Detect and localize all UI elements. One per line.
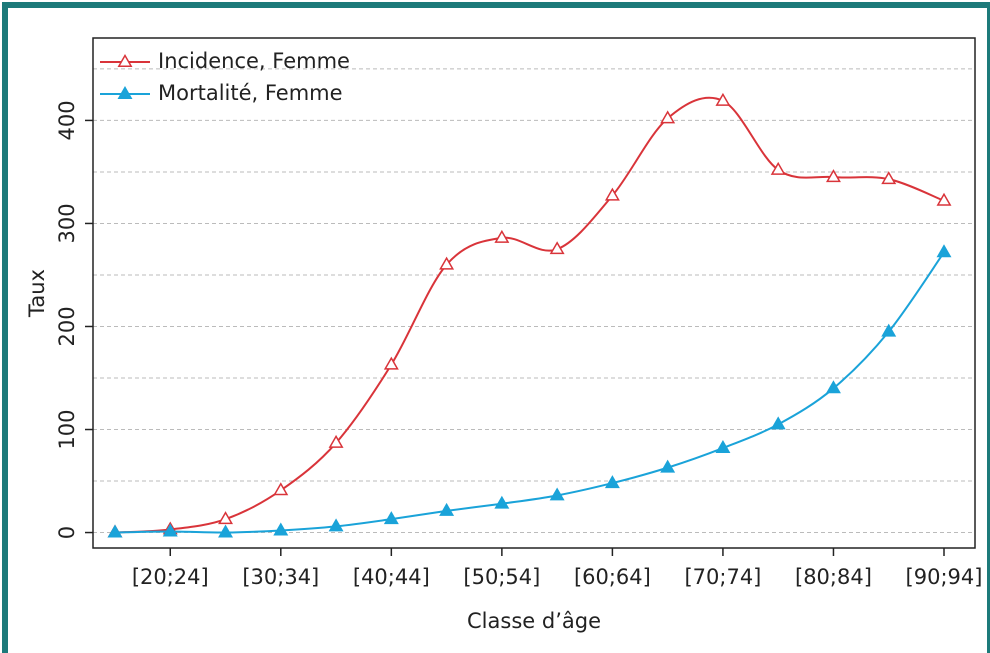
- marker: [218, 511, 234, 525]
- marker: [439, 502, 455, 516]
- marker: [383, 511, 399, 525]
- marker: [881, 323, 897, 337]
- legend-label: Mortalité, Femme: [158, 81, 343, 105]
- x-tick-label: [50;54]: [463, 565, 540, 589]
- y-tick-label: 400: [55, 100, 79, 140]
- marker: [162, 523, 178, 537]
- legend-label: Incidence, Femme: [158, 49, 350, 73]
- marker: [881, 171, 897, 185]
- marker: [825, 380, 841, 394]
- marker: [770, 161, 786, 175]
- plot-area: [92, 37, 976, 549]
- marker: [660, 110, 676, 124]
- marker: [825, 169, 841, 183]
- x-tick-label: [40;44]: [353, 565, 430, 589]
- y-axis-label: Taux: [25, 269, 49, 318]
- y-tick-label: 0: [55, 526, 79, 539]
- marker: [770, 416, 786, 430]
- x-tick-label: [20;24]: [132, 565, 209, 589]
- x-axis-label: Classe d’âge: [467, 609, 601, 633]
- x-tick-label: [70;74]: [684, 565, 761, 589]
- marker: [936, 244, 952, 258]
- marker: [604, 187, 620, 201]
- marker: [218, 524, 234, 538]
- marker: [604, 475, 620, 489]
- marker: [549, 241, 565, 255]
- marker: [660, 459, 676, 473]
- legend-marker: [117, 85, 133, 99]
- legend-marker: [117, 53, 133, 67]
- marker: [328, 434, 344, 448]
- marker: [328, 518, 344, 532]
- marker: [715, 92, 731, 106]
- marker: [494, 229, 510, 243]
- x-tick-label: [60;64]: [574, 565, 651, 589]
- series-line: [114, 251, 945, 534]
- marker: [549, 487, 565, 501]
- y-tick-label: 300: [55, 203, 79, 243]
- series-line: [114, 96, 945, 534]
- marker: [383, 356, 399, 370]
- marker: [936, 192, 952, 206]
- marker: [715, 440, 731, 454]
- x-tick-label: [80;84]: [795, 565, 872, 589]
- marker: [107, 524, 123, 538]
- x-tick-label: [90;94]: [906, 565, 983, 589]
- y-tick-label: 100: [55, 409, 79, 449]
- marker: [439, 256, 455, 270]
- x-tick-label: [30;34]: [242, 565, 319, 589]
- marker: [273, 482, 289, 496]
- marker: [494, 495, 510, 509]
- y-tick-label: 200: [55, 306, 79, 346]
- marker: [273, 522, 289, 536]
